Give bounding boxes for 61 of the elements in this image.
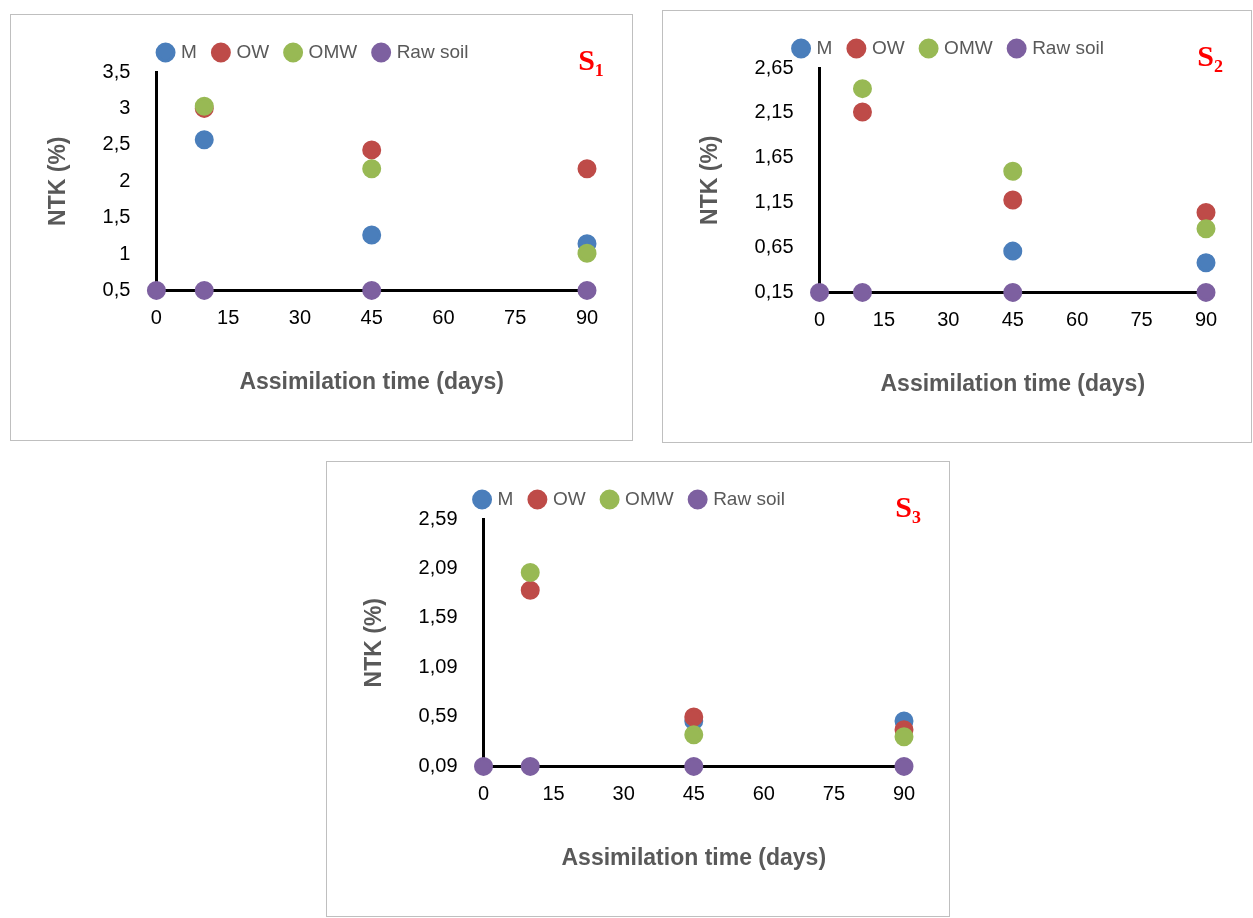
chart-title: S₃ xyxy=(895,490,921,524)
x-tick-label: 0 xyxy=(813,307,826,330)
x-tick-label: 60 xyxy=(1066,307,1089,330)
y-tick-label: 0,09 xyxy=(418,753,458,776)
x-axis-title: Assimilation time (days) xyxy=(561,843,827,870)
legend-label: OMW xyxy=(944,36,993,58)
x-tick-label: 15 xyxy=(217,305,240,328)
x-tick-label: 0 xyxy=(477,781,490,804)
y-tick-label: 2,15 xyxy=(754,100,794,123)
x-tick-label: 75 xyxy=(822,781,846,804)
y-tick-label: 2,65 xyxy=(754,55,794,78)
x-tick-label: 0 xyxy=(150,305,162,328)
legend-label: Raw soil xyxy=(1032,36,1104,58)
legend-label: Raw soil xyxy=(396,40,469,62)
y-tick-label: 0,5 xyxy=(102,277,131,300)
y-tick-label: 1,15 xyxy=(754,190,794,213)
x-tick-label: 45 xyxy=(1001,307,1024,330)
y-tick-label: 0,15 xyxy=(754,279,794,302)
legend-label: OW xyxy=(871,36,905,58)
y-tick-label: 3 xyxy=(119,95,131,118)
legend-label: M xyxy=(181,40,197,62)
x-tick-label: 30 xyxy=(288,305,312,328)
y-tick-label: 1,5 xyxy=(102,205,131,228)
y-tick-label: 1,09 xyxy=(418,654,458,677)
x-tick-label: 90 xyxy=(575,305,599,328)
x-tick-label: 30 xyxy=(937,307,960,330)
x-tick-label: 90 xyxy=(892,781,916,804)
y-tick-label: 1,59 xyxy=(418,605,458,628)
y-axis-title: NTK (%) xyxy=(696,135,723,225)
y-tick-label: 0,59 xyxy=(418,704,458,727)
y-axis-title: NTK (%) xyxy=(360,597,387,688)
y-tick-label: 2,5 xyxy=(102,132,131,155)
x-tick-label: 45 xyxy=(360,305,383,328)
y-tick-label: 1 xyxy=(119,241,131,264)
y-tick-label: 0,65 xyxy=(754,235,794,258)
x-tick-label: 15 xyxy=(542,781,565,804)
x-axis-title: Assimilation time (days) xyxy=(880,369,1146,396)
x-tick-label: 75 xyxy=(504,305,527,328)
x-tick-label: 15 xyxy=(872,307,896,330)
legend-label: OMW xyxy=(308,40,358,62)
legend-label: OW xyxy=(552,487,586,509)
y-axis-title: NTK (%) xyxy=(44,136,71,226)
x-tick-label: 60 xyxy=(752,781,775,804)
legend-label: OW xyxy=(236,40,270,62)
legend-label: M xyxy=(497,487,514,509)
x-tick-label: 90 xyxy=(1194,307,1218,330)
x-tick-label: 60 xyxy=(432,305,455,328)
x-axis-title: Assimilation time (days) xyxy=(239,367,504,394)
y-tick-label: 2,09 xyxy=(418,556,458,578)
y-tick-label: 3,5 xyxy=(102,59,131,82)
legend-label: M xyxy=(816,36,833,58)
chart-title: S₂ xyxy=(1197,39,1223,73)
legend-label: Raw soil xyxy=(713,487,785,509)
x-tick-label: 30 xyxy=(612,781,635,804)
x-tick-label: 45 xyxy=(682,781,705,804)
legend-label: OMW xyxy=(625,487,674,509)
y-tick-label: 2,59 xyxy=(418,506,458,529)
y-tick-label: 2 xyxy=(119,168,131,191)
chart-title: S₁ xyxy=(578,43,604,77)
y-tick-label: 1,65 xyxy=(754,145,794,168)
x-tick-label: 75 xyxy=(1130,307,1153,330)
